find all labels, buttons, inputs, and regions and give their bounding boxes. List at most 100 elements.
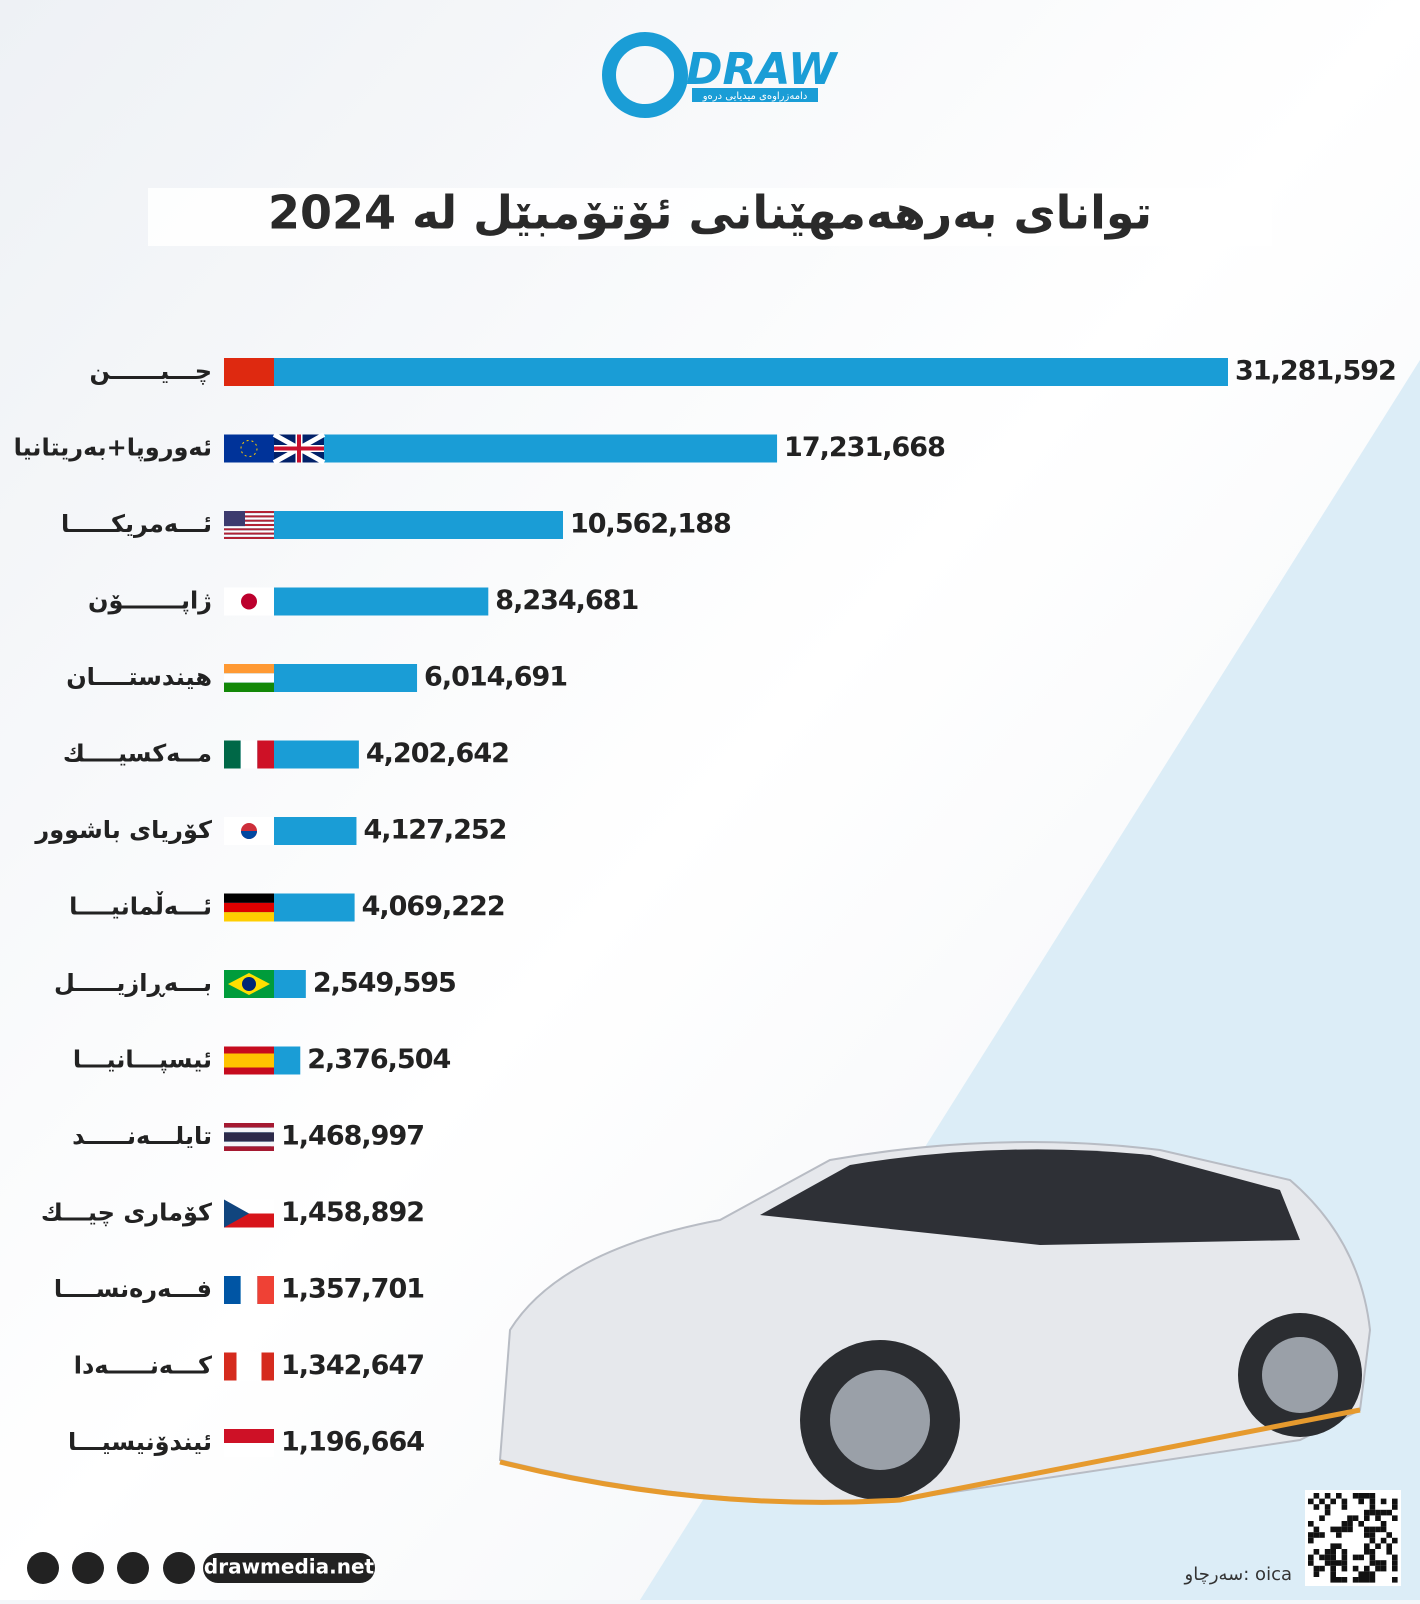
qr-cell [1364,1549,1370,1555]
qr-cell [1386,1549,1392,1555]
qr-cell [1319,1532,1325,1538]
flag-stripe [224,740,241,769]
flag-stripe [224,517,274,520]
qr-cell [1308,1498,1314,1505]
qr-cell [1324,1554,1331,1561]
qr-cell [1364,1515,1370,1521]
qr-cell [1352,1515,1359,1521]
flag-cross [274,434,324,463]
flag-stripe [224,1146,274,1151]
qr-cell [1324,1493,1331,1499]
qr-cell [1392,1565,1398,1572]
qr-cell [1392,1498,1398,1505]
flag-disc [241,593,257,610]
qr-cell [1392,1560,1398,1566]
value-label: 1,342,647 [281,1350,424,1381]
flag-stripe [224,534,274,537]
category-label: کۆماری چيـــك [41,1199,212,1227]
qr-cell [1369,1554,1376,1561]
qr-cell [1347,1526,1353,1533]
value-label: 17,231,668 [784,432,945,463]
flag [224,434,274,463]
qr-cell [1358,1498,1364,1505]
qr-cell [1375,1543,1381,1549]
flag-stripe [224,1141,274,1147]
qr-cell [1364,1577,1370,1583]
flag-stripe [224,1429,274,1443]
qr-cell [1347,1521,1353,1527]
qr-cell [1380,1537,1387,1544]
flag-stripe [224,1046,274,1054]
qr-cell [1380,1509,1387,1516]
qr-cell [1392,1554,1398,1561]
qr-cell [1330,1560,1336,1566]
flag-stripe [224,536,274,539]
value-label: 1,458,892 [281,1197,424,1228]
qr-cell [1352,1565,1359,1572]
qr-cell [1364,1532,1370,1538]
qr-cell [1313,1565,1320,1572]
qr-cell [1319,1554,1325,1561]
qr-cell [1352,1554,1359,1561]
logo-band [692,88,818,102]
flag-stripe [224,1067,274,1075]
flag-stripe [224,902,274,913]
qr-cell [1358,1577,1364,1583]
qr-cell [1375,1509,1381,1516]
title-box [148,188,1272,246]
qr-cell [1386,1543,1392,1549]
qr-cell [1386,1509,1392,1516]
qr-cell [1341,1498,1348,1505]
qr-cell [1330,1498,1336,1505]
qr-cell [1330,1549,1336,1555]
flag-stripe [224,1127,274,1133]
flag-disc [241,831,257,839]
flag-stripe [224,1137,274,1142]
category-label: ئەوروپا+بەریتانیا [14,434,212,462]
qr-cell [1375,1515,1381,1521]
flag-stripe [224,515,274,518]
qr-cell [1341,1554,1348,1561]
website: drawmedia.net [204,1555,375,1579]
flag-stripe [224,523,274,527]
flag-stripe [224,526,274,529]
flag-stripe [257,1276,274,1304]
qr-cell [1324,1509,1331,1516]
qr-cell [1319,1565,1325,1572]
qr-cell [1336,1543,1342,1549]
flag-stripe [249,1352,262,1381]
qr-cell [1369,1493,1376,1499]
qr-cell [1330,1526,1336,1533]
qr-cell [1336,1493,1342,1499]
flag-disc [242,977,256,991]
category-label: کۆریای باشوور [34,816,212,844]
qr-cell [1380,1521,1387,1527]
flag-stripe [224,513,274,516]
qr-cell [1358,1571,1364,1577]
qr-cell [1364,1543,1370,1549]
qr-cell [1380,1498,1387,1505]
flag-stripe [224,1053,274,1061]
category-label: چـــيــــــن [89,357,212,385]
qr-cell [1392,1504,1398,1510]
qr-cell [1369,1504,1376,1510]
qr-cell [1352,1577,1359,1583]
category-label: کـــەنـــــەدا [74,1352,212,1380]
qr-cell [1392,1537,1398,1544]
logo-name: DRAW [686,44,839,95]
qr-cell [1364,1526,1370,1533]
qr-cell [1380,1560,1387,1566]
qr-cell [1341,1504,1348,1510]
flag-stripe [224,532,274,535]
flag-stripe [224,1276,241,1304]
flag-stripe [224,912,274,922]
flag-stripe [224,358,274,386]
flag-stripe [224,664,274,674]
qr-cell [1330,1571,1336,1577]
qr-cell [1313,1571,1320,1577]
qr-cell [1364,1493,1370,1499]
qr-cell [1336,1526,1342,1533]
qr-cell [1330,1565,1336,1572]
category-label: ئيندۆنيسيـــا [68,1428,212,1456]
